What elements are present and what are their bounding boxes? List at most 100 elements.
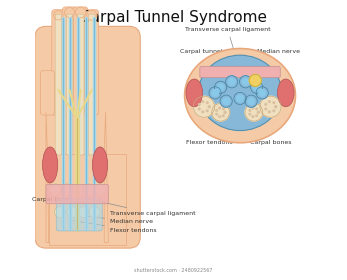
Circle shape bbox=[260, 96, 281, 117]
Circle shape bbox=[248, 98, 254, 104]
Circle shape bbox=[249, 113, 251, 115]
FancyBboxPatch shape bbox=[88, 14, 95, 155]
Text: shutterstock.com · 2480922567: shutterstock.com · 2480922567 bbox=[134, 268, 213, 273]
FancyBboxPatch shape bbox=[77, 14, 84, 155]
Text: Carpal bone: Carpal bone bbox=[32, 190, 70, 202]
Circle shape bbox=[206, 102, 208, 103]
Text: Flexor tendons: Flexor tendons bbox=[74, 221, 156, 233]
FancyBboxPatch shape bbox=[56, 199, 102, 231]
Circle shape bbox=[216, 109, 218, 111]
Ellipse shape bbox=[43, 147, 58, 183]
Circle shape bbox=[249, 74, 261, 87]
Circle shape bbox=[65, 8, 75, 17]
Circle shape bbox=[239, 76, 252, 88]
Polygon shape bbox=[104, 112, 108, 242]
Circle shape bbox=[67, 207, 78, 218]
Text: Carpal Tunnel Syndrome: Carpal Tunnel Syndrome bbox=[80, 10, 267, 25]
Circle shape bbox=[237, 95, 243, 102]
Circle shape bbox=[253, 84, 260, 91]
Circle shape bbox=[61, 184, 73, 196]
Circle shape bbox=[265, 104, 266, 105]
Circle shape bbox=[209, 87, 221, 99]
Circle shape bbox=[83, 184, 95, 196]
FancyBboxPatch shape bbox=[62, 7, 76, 115]
Text: Flexor tendons: Flexor tendons bbox=[186, 98, 233, 145]
Circle shape bbox=[257, 111, 259, 113]
Circle shape bbox=[94, 184, 106, 196]
Circle shape bbox=[220, 95, 232, 107]
Text: Carpal bones: Carpal bones bbox=[250, 112, 291, 145]
Ellipse shape bbox=[92, 147, 108, 183]
Circle shape bbox=[223, 98, 229, 104]
Circle shape bbox=[222, 108, 224, 110]
Circle shape bbox=[245, 103, 263, 121]
Polygon shape bbox=[47, 112, 105, 151]
Circle shape bbox=[216, 113, 218, 115]
Circle shape bbox=[87, 10, 97, 20]
Circle shape bbox=[75, 7, 86, 18]
Circle shape bbox=[252, 107, 254, 109]
Circle shape bbox=[78, 207, 89, 218]
Circle shape bbox=[219, 116, 220, 117]
Circle shape bbox=[209, 106, 210, 108]
Circle shape bbox=[234, 92, 246, 104]
Circle shape bbox=[245, 95, 257, 107]
Circle shape bbox=[202, 111, 204, 113]
Circle shape bbox=[251, 81, 263, 94]
Circle shape bbox=[72, 184, 84, 196]
FancyBboxPatch shape bbox=[52, 10, 65, 115]
Circle shape bbox=[224, 111, 226, 113]
Ellipse shape bbox=[198, 55, 282, 130]
Circle shape bbox=[242, 78, 249, 85]
Circle shape bbox=[194, 96, 214, 117]
Circle shape bbox=[252, 116, 254, 117]
Circle shape bbox=[206, 110, 208, 112]
Circle shape bbox=[259, 90, 265, 96]
Polygon shape bbox=[46, 112, 49, 242]
FancyBboxPatch shape bbox=[66, 14, 73, 155]
Circle shape bbox=[217, 84, 224, 91]
FancyBboxPatch shape bbox=[55, 14, 62, 155]
Circle shape bbox=[256, 115, 257, 116]
Circle shape bbox=[209, 106, 210, 108]
Circle shape bbox=[212, 103, 229, 121]
FancyBboxPatch shape bbox=[46, 184, 108, 204]
Circle shape bbox=[273, 102, 274, 103]
Circle shape bbox=[265, 108, 266, 110]
Circle shape bbox=[212, 90, 218, 96]
Ellipse shape bbox=[185, 48, 296, 143]
Circle shape bbox=[256, 108, 257, 110]
Circle shape bbox=[198, 108, 200, 110]
Circle shape bbox=[269, 101, 270, 102]
Circle shape bbox=[275, 106, 277, 108]
Circle shape bbox=[224, 111, 226, 113]
Circle shape bbox=[50, 184, 62, 196]
Text: Transverse carpal ligament: Transverse carpal ligament bbox=[185, 27, 270, 68]
Circle shape bbox=[256, 87, 268, 99]
Circle shape bbox=[273, 110, 274, 112]
Circle shape bbox=[269, 111, 270, 113]
Text: Median nerve: Median nerve bbox=[257, 49, 301, 78]
Circle shape bbox=[89, 207, 100, 218]
Ellipse shape bbox=[186, 79, 203, 107]
Circle shape bbox=[226, 76, 238, 88]
Text: Carpal tunnel: Carpal tunnel bbox=[180, 49, 225, 82]
FancyBboxPatch shape bbox=[74, 7, 88, 115]
Circle shape bbox=[202, 101, 204, 102]
Circle shape bbox=[228, 78, 235, 85]
Ellipse shape bbox=[278, 79, 294, 107]
Circle shape bbox=[222, 115, 224, 116]
Circle shape bbox=[275, 106, 277, 108]
FancyBboxPatch shape bbox=[85, 10, 99, 115]
Text: Median nerve: Median nerve bbox=[81, 215, 153, 224]
Circle shape bbox=[219, 107, 220, 109]
Circle shape bbox=[214, 81, 227, 94]
Polygon shape bbox=[49, 154, 126, 245]
Circle shape bbox=[54, 11, 63, 20]
FancyBboxPatch shape bbox=[41, 71, 54, 115]
Circle shape bbox=[198, 104, 200, 105]
FancyBboxPatch shape bbox=[35, 26, 140, 248]
Text: Transverse carpal ligament: Transverse carpal ligament bbox=[87, 199, 195, 216]
Circle shape bbox=[257, 111, 259, 113]
Circle shape bbox=[249, 109, 251, 111]
